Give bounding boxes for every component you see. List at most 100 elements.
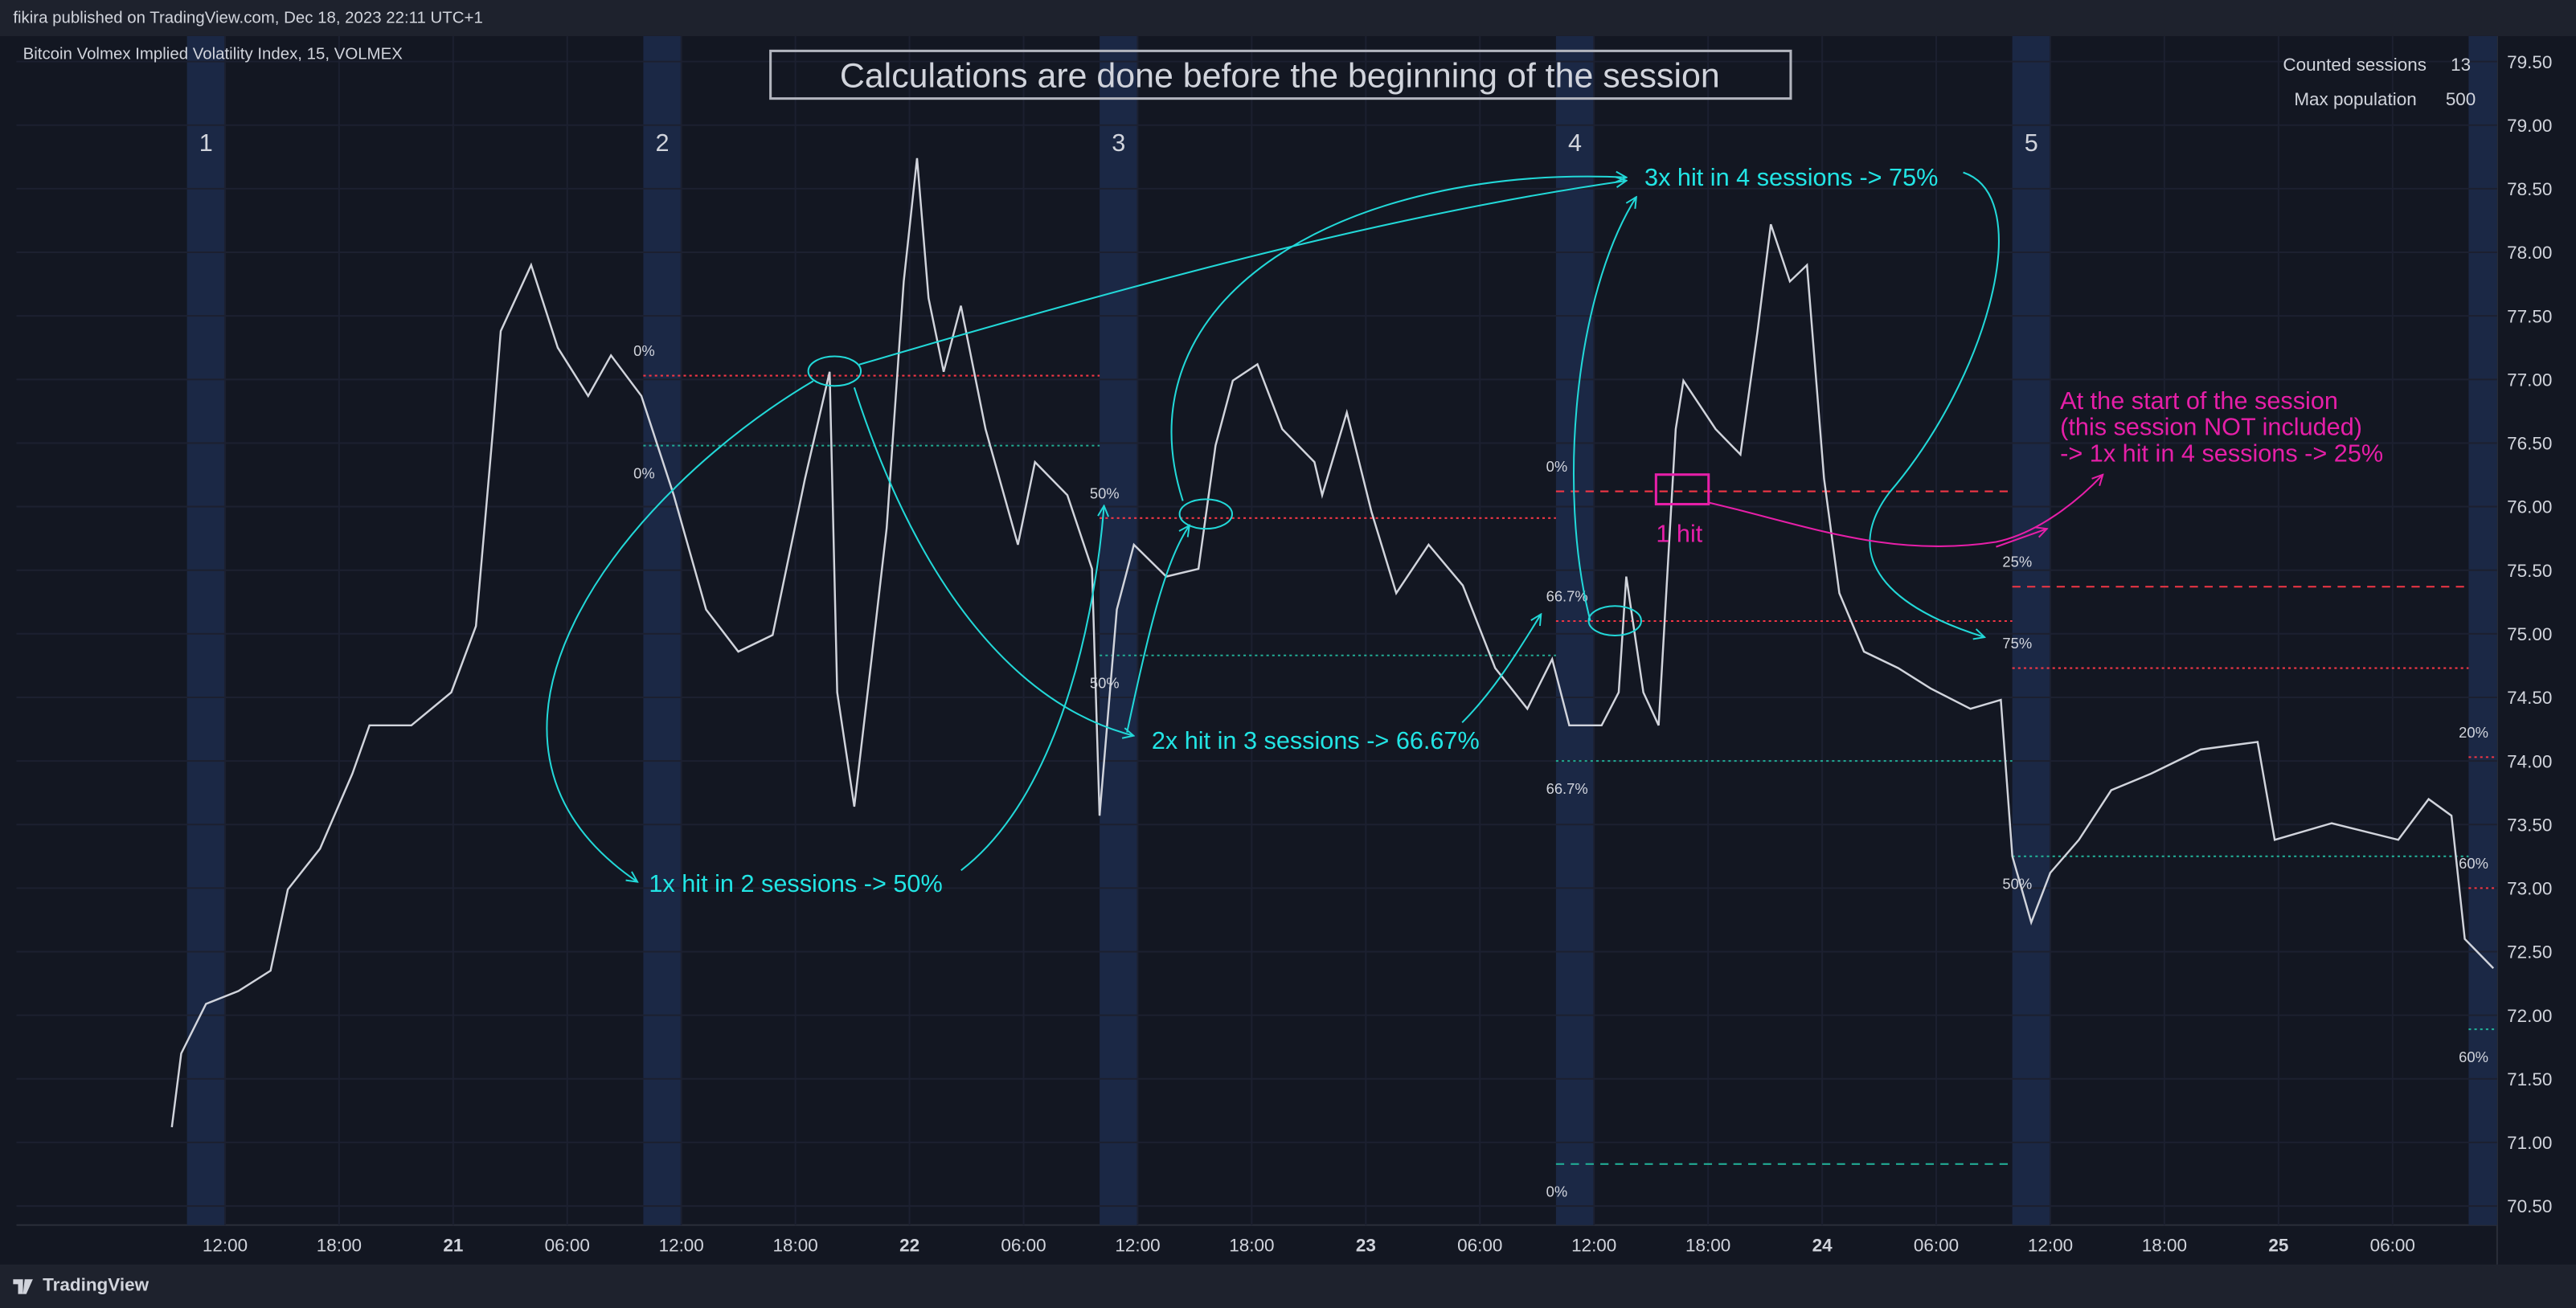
arrow xyxy=(1126,525,1190,733)
y-tick-label: 78.00 xyxy=(2507,243,2552,263)
hit-ellipse xyxy=(1178,498,1234,530)
level-label: 0% xyxy=(1546,1183,1568,1200)
x-tick-label: 23 xyxy=(1356,1235,1376,1255)
y-tick-label: 73.50 xyxy=(2507,815,2552,835)
session-band xyxy=(186,35,225,1225)
y-tick-label: 71.00 xyxy=(2507,1133,2552,1153)
level-label: 60% xyxy=(2459,855,2488,872)
y-tick-label: 71.50 xyxy=(2507,1069,2552,1089)
x-tick-label: 22 xyxy=(899,1235,919,1255)
info-label: Max population xyxy=(2294,89,2416,109)
arrow xyxy=(1708,475,2103,548)
x-tick-label: 12:00 xyxy=(1571,1235,1616,1255)
x-tick-label: 18:00 xyxy=(1685,1235,1730,1255)
x-tick-label: 24 xyxy=(1812,1235,1833,1255)
session-label: 1 xyxy=(199,129,213,157)
publisher: fikira published on TradingView.com, Dec… xyxy=(13,10,482,27)
x-tick-label: 06:00 xyxy=(1914,1235,1959,1255)
info-value: 13 xyxy=(2451,55,2471,75)
session-label: 5 xyxy=(2025,129,2038,157)
level-label: 60% xyxy=(2459,1048,2488,1065)
y-tick-label: 70.50 xyxy=(2507,1196,2552,1216)
y-tick-label: 72.00 xyxy=(2507,1006,2552,1026)
arrow xyxy=(1996,529,2046,548)
arrow xyxy=(546,380,814,881)
arrow xyxy=(858,181,1627,366)
y-tick-label: 77.50 xyxy=(2507,306,2552,326)
x-tick-label: 12:00 xyxy=(2028,1235,2073,1255)
arrow xyxy=(1572,197,1636,621)
hit-ellipse xyxy=(807,355,862,387)
x-tick-label: 06:00 xyxy=(2370,1235,2415,1255)
arrow xyxy=(1461,614,1541,724)
x-tick-label: 12:00 xyxy=(1115,1235,1160,1255)
level-label: 25% xyxy=(2002,554,2032,570)
bottom-bar xyxy=(0,1264,2576,1308)
level-label: 0% xyxy=(633,464,655,481)
y-tick-label: 75.50 xyxy=(2507,561,2552,581)
chart-title: Calculations are done before the beginni… xyxy=(840,56,1720,95)
session-band xyxy=(1100,35,1138,1225)
y-tick-label: 77.00 xyxy=(2507,370,2552,390)
annotation: 1x hit in 2 sessions -> 50% xyxy=(649,870,942,897)
level-label: 20% xyxy=(2459,724,2488,741)
arrow xyxy=(960,506,1104,872)
brand-logo xyxy=(13,1279,33,1294)
x-tick-label: 06:00 xyxy=(1001,1235,1046,1255)
x-tick-label: 25 xyxy=(2268,1235,2288,1255)
symbol: Bitcoin Volmex Implied Volatility Index,… xyxy=(23,46,403,63)
arrow xyxy=(853,387,1133,735)
title-box xyxy=(769,49,1792,100)
annotation: At the start of the session xyxy=(2060,387,2338,415)
info-label: Counted sessions xyxy=(2283,55,2427,75)
session-label: 4 xyxy=(1568,129,1582,157)
x-tick-label: 18:00 xyxy=(1229,1235,1274,1255)
arrow xyxy=(1170,177,1627,501)
y-tick-label: 78.50 xyxy=(2507,179,2552,199)
x-tick-label: 18:00 xyxy=(2142,1235,2187,1255)
y-tick-label: 76.00 xyxy=(2507,497,2552,517)
session-band xyxy=(2468,35,2497,1225)
footer-brand: TradingView xyxy=(43,1275,149,1295)
level-label: 66.7% xyxy=(1546,780,1588,797)
annotation: 3x hit in 4 sessions -> 75% xyxy=(1644,164,1938,191)
level-label: 50% xyxy=(1090,484,1120,501)
top-bar xyxy=(0,0,2576,36)
session-label: 2 xyxy=(656,129,670,157)
session-band xyxy=(2012,35,2050,1225)
y-tick-label: 72.50 xyxy=(2507,942,2552,963)
session-label: 3 xyxy=(1112,129,1125,157)
hit-box xyxy=(1654,473,1710,506)
session-band xyxy=(1555,35,1595,1225)
x-tick-label: 18:00 xyxy=(773,1235,818,1255)
level-label: 0% xyxy=(1546,458,1568,475)
y-tick-label: 73.00 xyxy=(2507,879,2552,899)
level-label: 0% xyxy=(633,342,655,359)
y-tick-label: 79.50 xyxy=(2507,52,2552,72)
y-tick-label: 75.00 xyxy=(2507,624,2552,644)
annotation: (this session NOT included) xyxy=(2060,414,2362,441)
x-tick-label: 06:00 xyxy=(1457,1235,1502,1255)
x-tick-label: 18:00 xyxy=(317,1235,362,1255)
level-label: 50% xyxy=(1090,675,1120,692)
y-tick-label: 74.50 xyxy=(2507,688,2552,708)
x-tick-label: 12:00 xyxy=(659,1235,704,1255)
level-label: 66.7% xyxy=(1546,587,1588,604)
price-line xyxy=(170,157,2495,1128)
info-value: 500 xyxy=(2446,89,2476,109)
session-band xyxy=(643,35,682,1225)
level-label: 75% xyxy=(2002,635,2032,652)
level-label: 50% xyxy=(2002,876,2032,893)
x-tick-label: 12:00 xyxy=(203,1235,248,1255)
y-tick-label: 79.00 xyxy=(2507,116,2552,136)
annotation: -> 1x hit in 4 sessions -> 25% xyxy=(2060,439,2383,467)
arrow xyxy=(1869,171,2000,637)
annotation: 1 hit xyxy=(1656,521,1702,548)
y-tick-label: 76.50 xyxy=(2507,434,2552,454)
x-tick-label: 21 xyxy=(443,1235,463,1255)
y-tick-label: 74.00 xyxy=(2507,751,2552,771)
hit-ellipse xyxy=(1587,605,1642,637)
x-tick-label: 06:00 xyxy=(545,1235,590,1255)
